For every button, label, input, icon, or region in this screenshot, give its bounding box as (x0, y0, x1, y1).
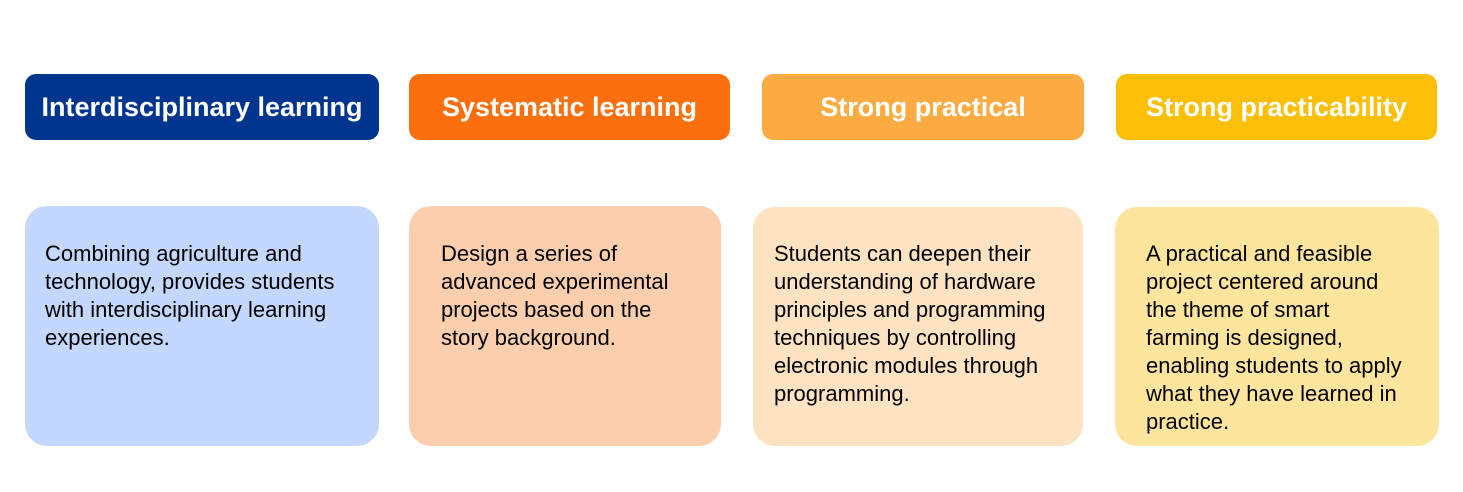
card-strong-practical: Students can deepen their understanding … (753, 207, 1083, 446)
description-interdisciplinary-learning: Combining agriculture and technology, pr… (45, 241, 335, 350)
description-systematic-learning: Design a series of advanced experimental… (441, 241, 669, 350)
header-interdisciplinary-learning: Interdisciplinary learning (25, 74, 379, 140)
header-strong-practical: Strong practical (762, 74, 1084, 140)
card-strong-practicability: A practical and feasible project centere… (1115, 207, 1439, 446)
description-strong-practical: Students can deepen their understanding … (774, 241, 1046, 406)
header-systematic-learning: Systematic learning (409, 74, 730, 140)
description-strong-practicability: A practical and feasible project centere… (1146, 241, 1402, 434)
card-systematic-learning: Design a series of advanced experimental… (409, 206, 721, 446)
card-interdisciplinary-learning: Combining agriculture and technology, pr… (25, 206, 379, 446)
header-strong-practicability: Strong practicability (1116, 74, 1437, 140)
